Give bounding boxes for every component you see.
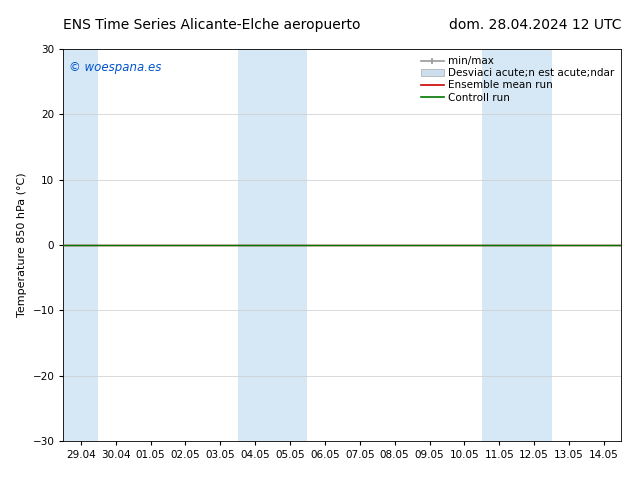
Text: ENS Time Series Alicante-Elche aeropuerto: ENS Time Series Alicante-Elche aeropuert… — [63, 18, 361, 32]
Legend: min/max, Desviaci acute;n est acute;ndar, Ensemble mean run, Controll run: min/max, Desviaci acute;n est acute;ndar… — [418, 54, 616, 105]
Bar — [63, 49, 98, 441]
Bar — [482, 49, 552, 441]
Text: dom. 28.04.2024 12 UTC: dom. 28.04.2024 12 UTC — [449, 18, 621, 32]
Bar — [238, 49, 307, 441]
Text: © woespana.es: © woespana.es — [69, 61, 162, 74]
Y-axis label: Temperature 850 hPa (°C): Temperature 850 hPa (°C) — [17, 172, 27, 318]
